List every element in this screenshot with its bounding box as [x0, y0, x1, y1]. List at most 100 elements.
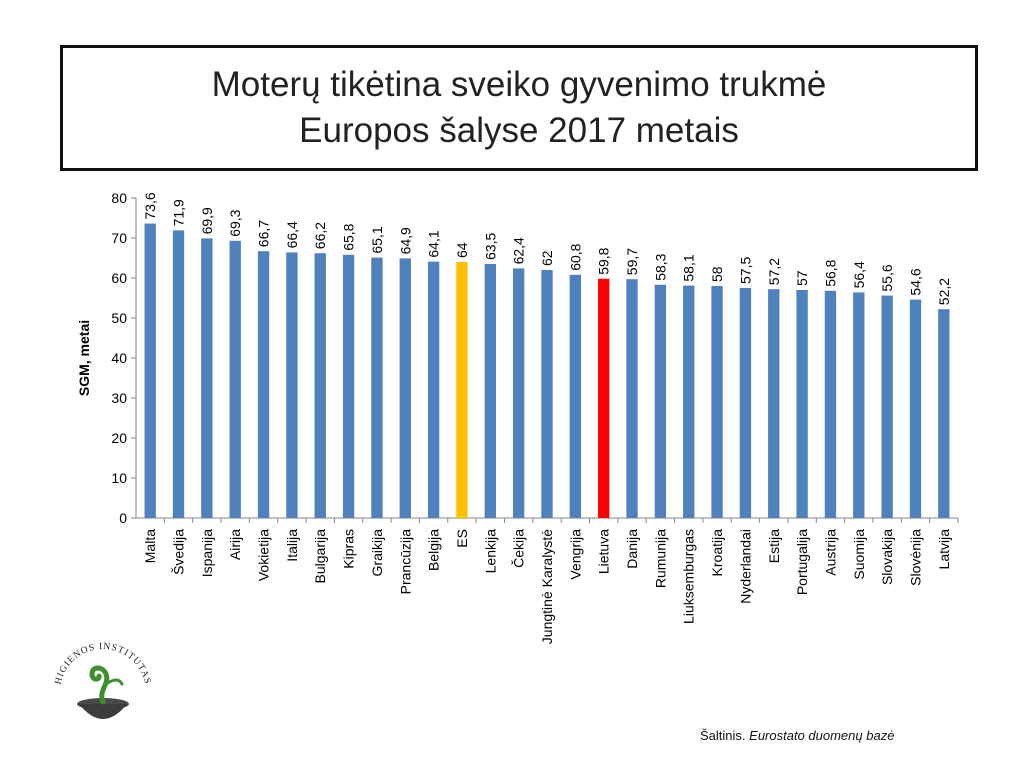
bar-value-label: 55,6	[879, 264, 895, 291]
bar	[739, 288, 752, 518]
bar-value-label: 65,1	[369, 226, 385, 253]
bar	[569, 274, 582, 518]
x-category-label: Belgija	[426, 529, 442, 571]
x-category-label: Italija	[284, 529, 300, 562]
bar-value-label: 60,8	[567, 243, 583, 270]
x-category-label: Lenkija	[482, 529, 498, 574]
x-category-label: Austrija	[822, 529, 838, 576]
bar	[938, 309, 950, 518]
bar	[172, 230, 185, 518]
bar-value-label: 62	[539, 250, 555, 266]
bar	[342, 254, 355, 519]
bar	[796, 290, 808, 518]
bar-value-label: 73,6	[142, 192, 158, 219]
bar-value-label: 64,1	[426, 230, 442, 257]
x-category-label: Jungtinė Karalystė	[539, 529, 555, 644]
x-category-label: Airija	[227, 529, 243, 560]
x-category-label: Suomija	[851, 529, 867, 580]
bar-value-label: 57,5	[737, 257, 753, 284]
bar	[484, 264, 496, 518]
x-category-label: Vokietija	[256, 529, 272, 581]
bar-value-label: 58,3	[652, 253, 668, 280]
bar	[229, 240, 241, 519]
bar	[286, 252, 298, 518]
y-axis-label: SGM, metai	[76, 320, 92, 396]
logo-text: HIGIENOS INSTITUTAS	[54, 642, 152, 686]
x-category-label: Kipras	[341, 529, 357, 569]
bar	[456, 262, 468, 518]
bar	[257, 251, 270, 518]
bar	[598, 278, 610, 518]
bar-value-label: 66,4	[284, 221, 300, 248]
y-tick-label: 0	[119, 510, 127, 526]
svg-text:HIGIENOS INSTITUTAS: HIGIENOS INSTITUTAS	[54, 642, 153, 686]
y-tick-label: 70	[111, 230, 127, 246]
bar-value-label: 71,9	[171, 199, 187, 226]
y-tick-label: 60	[111, 270, 127, 286]
bar-value-label: 66,7	[256, 220, 272, 247]
x-category-label: Slovakija	[879, 529, 895, 585]
source-name: Eurostato duomenų bazė	[749, 728, 895, 743]
x-category-label: Malta	[142, 529, 158, 563]
bar	[144, 223, 156, 518]
bar-value-label: 69,3	[227, 209, 243, 236]
bar-value-label: 54,6	[907, 268, 923, 295]
x-category-label: Latvija	[936, 529, 952, 570]
y-tick-label: 80	[111, 190, 127, 206]
x-category-label: Čekija	[511, 529, 527, 568]
x-category-label: Prancūzija	[397, 529, 413, 595]
x-category-label: Nyderlandai	[737, 529, 753, 604]
bar	[626, 279, 638, 518]
bar	[824, 290, 837, 518]
x-category-label: ES	[454, 529, 470, 548]
bar	[881, 295, 893, 518]
chart-title-line-1: Moterų tikėtina sveiko gyvenimo trukmė	[211, 65, 827, 104]
x-category-label: Slovėnija	[907, 529, 923, 586]
x-category-label: Kroatija	[709, 529, 725, 577]
x-category-label: Vengrija	[567, 529, 583, 580]
source-prefix: Šaltinis.	[700, 728, 746, 743]
chart-title-line-2: Europos šalyse 2017 metais	[299, 111, 739, 150]
bar	[399, 258, 411, 518]
y-tick-label: 40	[111, 350, 127, 366]
y-tick-label: 10	[111, 470, 127, 486]
bar	[768, 289, 780, 518]
bar-value-label: 69,9	[199, 207, 215, 234]
x-category-label: Ispanija	[199, 529, 215, 577]
bar-value-label: 52,2	[936, 278, 952, 305]
chart-title-box: Moterų tikėtina sveiko gyvenimo trukmė E…	[60, 45, 978, 171]
x-category-label: Estija	[766, 529, 782, 563]
bar-value-label: 59,7	[624, 248, 640, 275]
bar	[711, 286, 723, 518]
bar-value-label: 57,2	[766, 258, 782, 285]
bar	[371, 257, 383, 518]
bar	[427, 261, 440, 518]
bar	[314, 253, 326, 518]
x-category-label: Portugalija	[794, 529, 810, 595]
x-category-label: Danija	[624, 529, 640, 569]
bar-value-label: 57	[794, 270, 810, 286]
y-tick-label: 30	[111, 390, 127, 406]
bar-value-label: 64,9	[397, 227, 413, 254]
higienos-institutas-logo: HIGIENOS INSTITUTAS	[54, 642, 153, 719]
bar-value-label: 58	[709, 266, 725, 282]
bar-value-label: 56,8	[822, 259, 838, 286]
y-tick-label: 50	[111, 310, 127, 326]
x-category-label: Lietuva	[596, 529, 612, 574]
bar-value-label: 66,2	[312, 222, 328, 249]
x-category-label: Švedija	[171, 529, 187, 575]
y-tick-label: 20	[111, 430, 127, 446]
bar	[201, 238, 213, 518]
bar-value-label: 63,5	[482, 233, 498, 260]
bar	[654, 284, 667, 518]
x-category-label: Rumunija	[652, 529, 668, 588]
bar	[541, 270, 553, 518]
bar	[683, 285, 695, 518]
source-note: Šaltinis. Eurostato duomenų bazė	[700, 728, 894, 743]
x-category-label: Graikija	[369, 529, 385, 577]
x-category-label: Bulgarija	[312, 529, 328, 584]
bar	[909, 299, 922, 518]
bar-value-label: 58,1	[681, 254, 697, 281]
bar-value-label: 59,8	[596, 247, 612, 274]
